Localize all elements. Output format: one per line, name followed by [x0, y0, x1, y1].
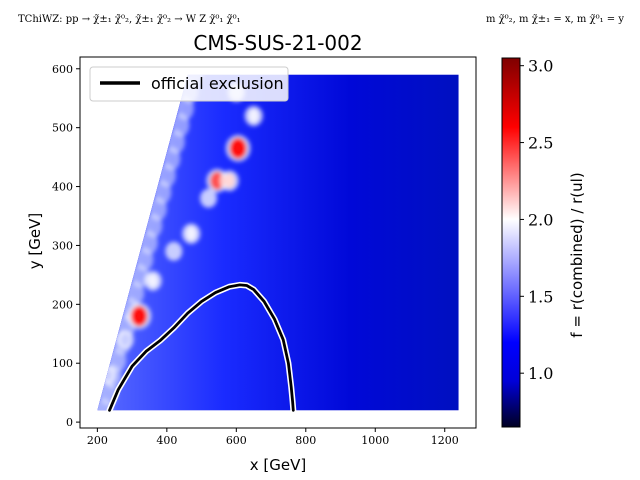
- colorbar-tick-label: 3.0: [528, 57, 553, 76]
- y-axis-ticks: 0 100 200 300 400 500 600: [52, 63, 80, 429]
- colorbar: 1.0 1.5 2.0 2.5 3.0: [501, 57, 553, 428]
- heatmap-hotspot: [199, 188, 218, 208]
- x-tick-label: 1000: [361, 434, 389, 447]
- colorbar-gradient: [501, 57, 521, 428]
- legend-box: [89, 66, 289, 102]
- x-tick-label: 200: [87, 434, 108, 447]
- x-axis-ticks: 200 400 600 800 1000 1200: [87, 428, 459, 447]
- x-tick-label: 600: [226, 434, 247, 447]
- heatmap-hotspot: [182, 223, 201, 244]
- x-tick-label: 800: [295, 434, 316, 447]
- heatmap-hotspot: [126, 302, 152, 330]
- colorbar-ticks: 1.0 1.5 2.0 2.5 3.0: [520, 57, 553, 383]
- heatmap-hotspot: [99, 365, 117, 385]
- legend: official exclusion: [89, 66, 289, 102]
- exclusion-contour-line: [108, 283, 295, 412]
- x-tick-label: 400: [156, 434, 177, 447]
- x-axis-label: x [GeV]: [250, 456, 306, 474]
- chart-title: CMS-SUS-21-002: [193, 31, 362, 55]
- y-tick-label: 300: [52, 239, 73, 252]
- mass-convention-note: m χ̃⁰₂, m χ̃±₁ = x, m χ̃⁰₁ = y: [486, 14, 624, 25]
- heatmap-hotspot: [244, 105, 263, 127]
- heatmap-hotspot: [144, 270, 162, 291]
- colorbar-tick-label: 1.0: [528, 364, 553, 383]
- colorbar-tick-label: 1.5: [528, 287, 553, 306]
- axes-frame: [79, 56, 477, 429]
- exclusion-contour: [106, 281, 297, 414]
- colorbar-tick-label: 2.0: [528, 210, 553, 229]
- heatmap-hotspot: [219, 170, 239, 192]
- heatmap-field: [97, 74, 459, 411]
- heatmap-hotspot: [165, 241, 183, 261]
- colorbar-tick-label: 2.5: [528, 134, 553, 153]
- legend-label-official-exclusion: official exclusion: [151, 74, 284, 93]
- y-tick-label: 500: [52, 122, 73, 135]
- y-tick-label: 0: [66, 416, 73, 429]
- heatmap-hotspot: [225, 134, 251, 162]
- model-label: TChiWZ: pp → χ̃±₁ χ̃⁰₂, χ̃±₁ χ̃⁰₂ → W Z …: [18, 14, 241, 25]
- x-tick-label: 1200: [431, 434, 459, 447]
- heatmap-hotspot: [116, 330, 134, 350]
- y-tick-label: 600: [52, 63, 73, 76]
- y-tick-label: 100: [52, 357, 73, 370]
- y-tick-label: 400: [52, 181, 73, 194]
- colorbar-label: f = r(combined) / r(ul): [568, 172, 586, 337]
- y-axis-label: y [GeV]: [26, 213, 44, 269]
- y-tick-label: 200: [52, 298, 73, 311]
